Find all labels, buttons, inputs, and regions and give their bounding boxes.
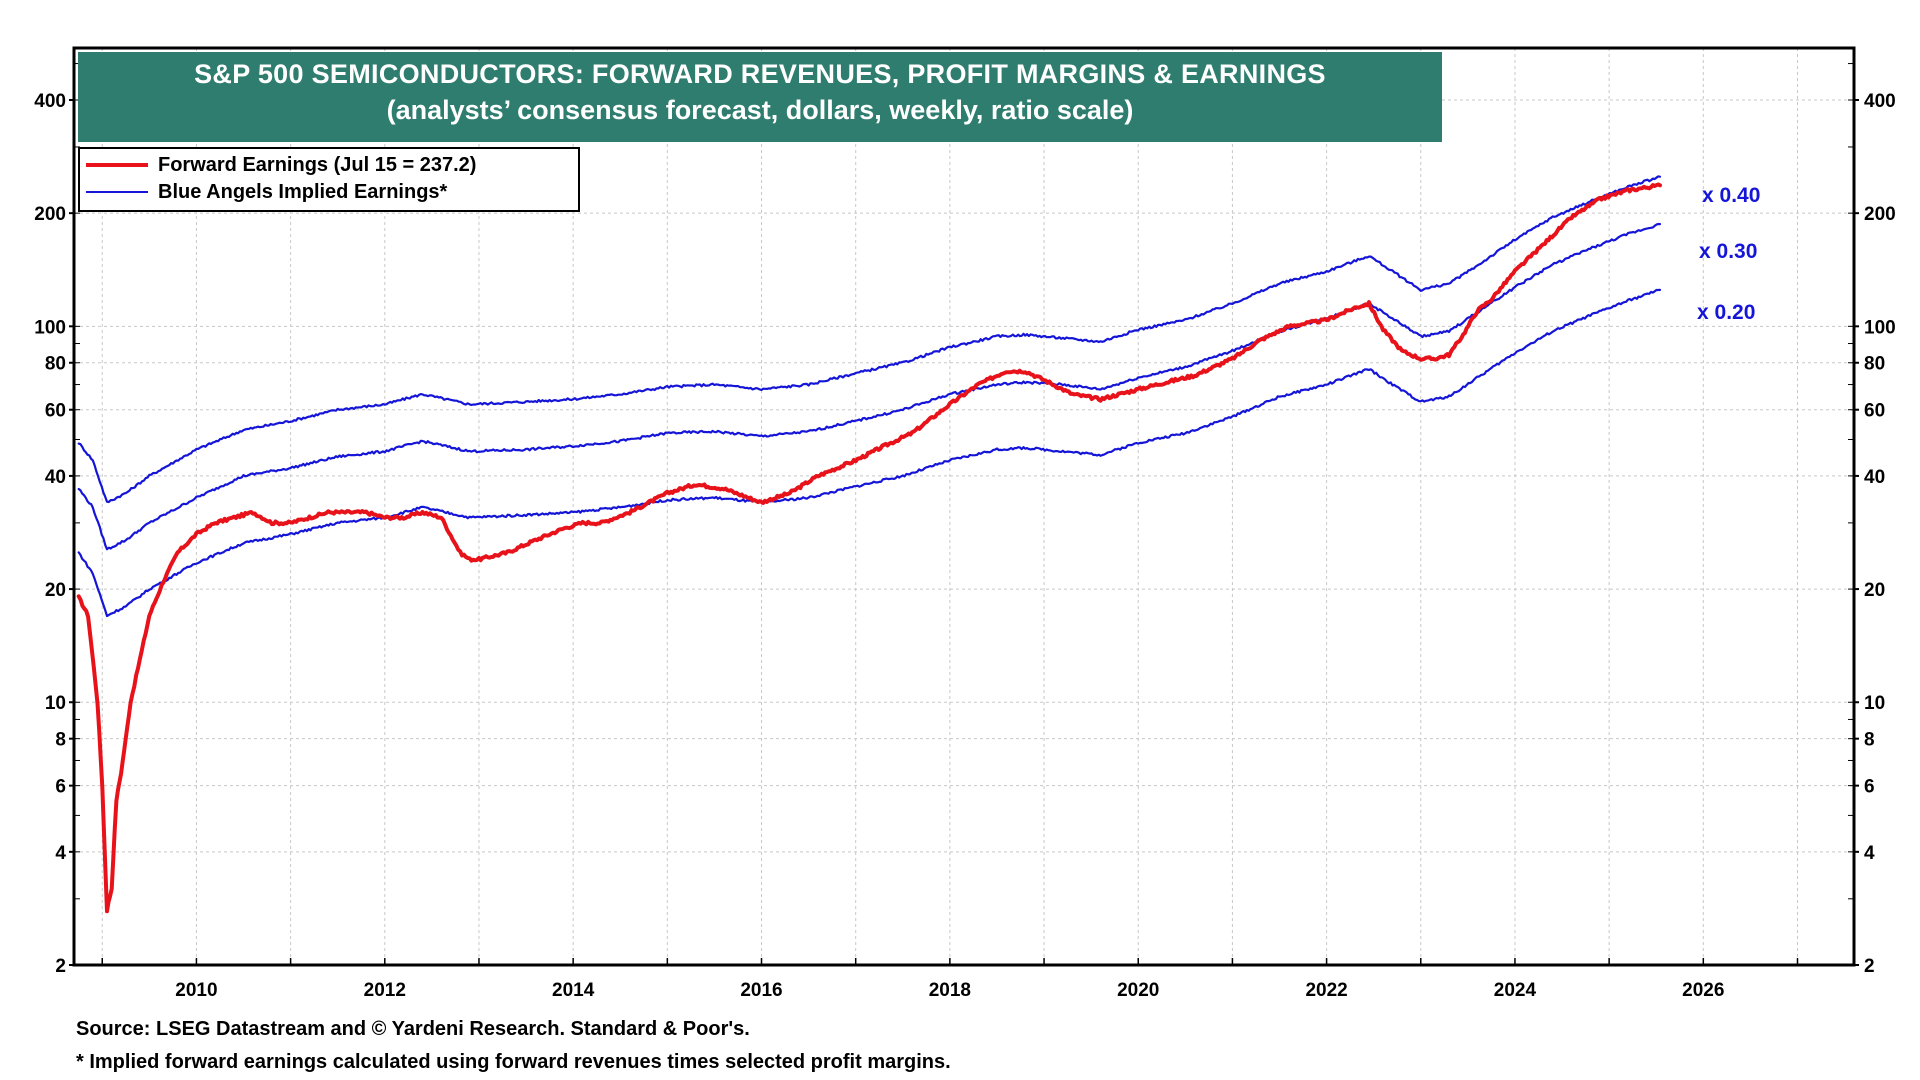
forward-earnings-line — [76, 182, 1662, 914]
y-tick-label-left: 80 — [45, 354, 66, 375]
source-note: Source: LSEG Datastream and © Yardeni Re… — [76, 1018, 750, 1040]
y-tick-label-right: 4 — [1864, 843, 1875, 864]
y-tick-label-left: 6 — [55, 777, 66, 798]
multiplier-label-020: x 0.20 — [1697, 301, 1756, 324]
x-tick-label: 2018 — [929, 980, 971, 1001]
x-tick-label: 2010 — [175, 980, 217, 1001]
y-tick-label-left: 40 — [45, 467, 66, 488]
implied-earnings-line-020 — [77, 288, 1662, 618]
legend-label: Blue Angels Implied Earnings* — [158, 180, 448, 203]
y-tick-label-right: 60 — [1864, 401, 1885, 422]
y-tick-label-left: 10 — [45, 693, 66, 714]
multiplier-label-030: x 0.30 — [1699, 240, 1758, 263]
x-tick-label: 2020 — [1117, 980, 1159, 1001]
legend-swatch-red — [86, 163, 148, 167]
y-tick-label-right: 40 — [1864, 467, 1885, 488]
y-tick-label-right: 2 — [1864, 956, 1875, 977]
x-tick-label: 2026 — [1682, 980, 1724, 1001]
multiplier-label-040: x 0.40 — [1702, 184, 1761, 207]
implied-earnings-line-030 — [77, 222, 1662, 551]
legend-swatch-blue — [86, 191, 148, 193]
y-tick-label-left: 20 — [45, 580, 66, 601]
y-tick-label-left: 2 — [55, 956, 66, 977]
y-tick-label-right: 100 — [1864, 317, 1896, 338]
y-tick-label-right: 200 — [1864, 204, 1896, 225]
y-tick-label-right: 10 — [1864, 693, 1885, 714]
implied-earnings-line-040 — [77, 175, 1662, 504]
y-tick-label-left: 4 — [55, 843, 66, 864]
y-tick-label-left: 100 — [34, 317, 66, 338]
chart-subtitle: (analysts’ consensus forecast, dollars, … — [386, 95, 1134, 125]
legend: Forward Earnings (Jul 15 = 237.2) Blue A… — [78, 147, 580, 212]
y-tick-label-right: 8 — [1864, 730, 1875, 751]
chart-title-box: S&P 500 SEMICONDUCTORS: FORWARD REVENUES… — [78, 52, 1442, 142]
legend-label: Forward Earnings (Jul 15 = 237.2) — [158, 153, 477, 176]
y-tick-label-left: 60 — [45, 401, 66, 422]
y-tick-label-right: 20 — [1864, 580, 1885, 601]
x-tick-label: 2016 — [740, 980, 782, 1001]
y-tick-label-left: 400 — [34, 91, 66, 112]
chart-title: S&P 500 SEMICONDUCTORS: FORWARD REVENUES… — [194, 59, 1326, 89]
y-tick-label-left: 8 — [55, 730, 66, 751]
series-layer — [76, 175, 1662, 914]
x-tick-label: 2014 — [552, 980, 595, 1001]
plot-frame — [72, 46, 1856, 967]
y-tick-label-right: 400 — [1864, 91, 1896, 112]
y-tick-label-right: 80 — [1864, 354, 1885, 375]
x-tick-label: 2024 — [1494, 980, 1537, 1001]
x-tick-label: 2022 — [1305, 980, 1347, 1001]
legend-item-forward-earnings: Forward Earnings (Jul 15 = 237.2) — [80, 152, 476, 178]
legend-item-implied-earnings: Blue Angels Implied Earnings* — [80, 179, 447, 205]
y-tick-label-left: 200 — [34, 204, 66, 225]
footnote: * Implied forward earnings calculated us… — [76, 1051, 951, 1073]
x-tick-label: 2012 — [364, 980, 406, 1001]
y-tick-label-right: 6 — [1864, 777, 1875, 798]
